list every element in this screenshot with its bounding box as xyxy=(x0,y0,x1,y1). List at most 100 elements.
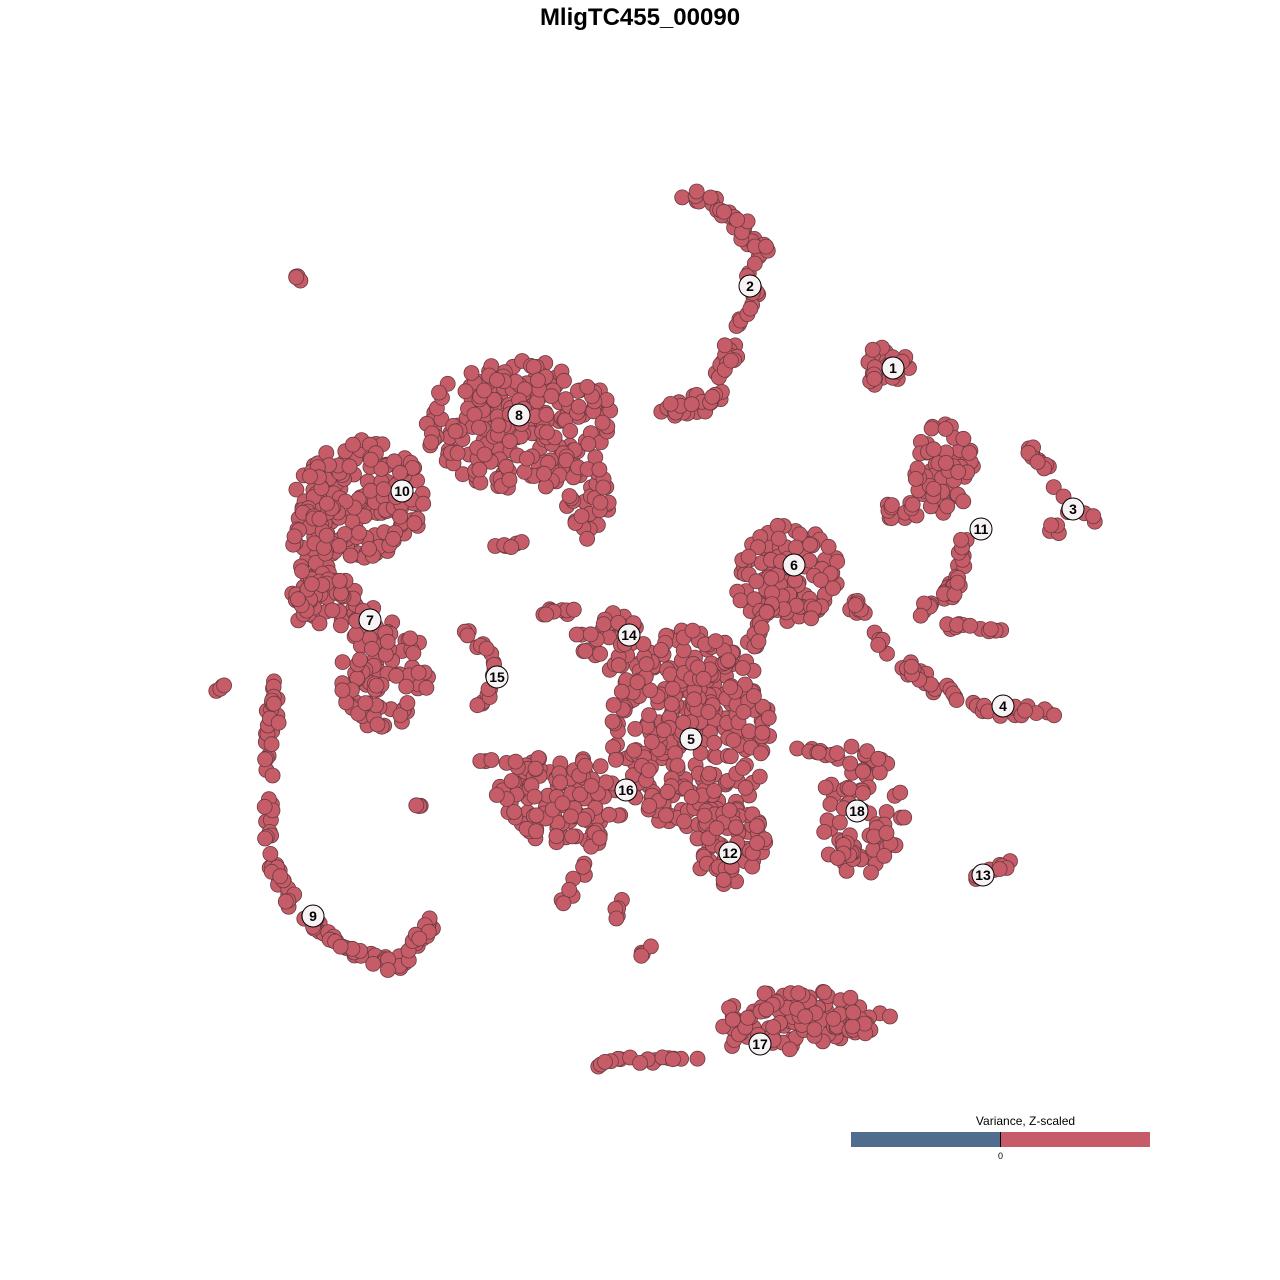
data-point xyxy=(469,697,486,714)
data-point xyxy=(362,482,379,499)
cluster-label-marker xyxy=(969,517,993,541)
data-point xyxy=(855,763,871,780)
data-point xyxy=(760,709,777,726)
data-point xyxy=(423,434,440,451)
data-point xyxy=(568,626,585,643)
data-point xyxy=(955,430,972,447)
data-point xyxy=(319,495,335,512)
data-point xyxy=(961,444,978,461)
data-point xyxy=(262,846,279,862)
data-point xyxy=(332,938,349,955)
data-point xyxy=(570,398,587,415)
cluster-label-16: 16 xyxy=(614,778,638,802)
data-point xyxy=(348,626,364,643)
data-point xyxy=(659,784,676,800)
data-point xyxy=(829,553,846,570)
data-point xyxy=(351,524,368,541)
data-point xyxy=(737,779,754,796)
cluster-label-text: 16 xyxy=(618,782,634,798)
data-point xyxy=(845,1004,862,1021)
data-point xyxy=(528,823,544,840)
cluster-label-17: 17 xyxy=(748,1032,772,1056)
cluster-label-9: 9 xyxy=(301,904,325,928)
data-point xyxy=(938,454,954,471)
cluster-label-marker xyxy=(507,403,531,427)
data-point xyxy=(431,384,447,401)
data-point xyxy=(751,768,768,785)
data-point xyxy=(847,597,864,613)
legend-low-segment xyxy=(851,1132,1001,1147)
data-point xyxy=(332,617,349,634)
data-point xyxy=(641,707,657,724)
data-point xyxy=(688,183,705,200)
cluster-label-marker xyxy=(679,727,703,751)
cluster-label-marker xyxy=(358,608,382,632)
data-point xyxy=(418,679,435,696)
legend-title: Variance, Z-scaled xyxy=(975,1114,1076,1128)
cluster-label-2: 2 xyxy=(738,274,762,298)
data-point xyxy=(576,811,592,828)
data-point xyxy=(749,835,765,851)
data-point xyxy=(613,683,630,700)
data-point xyxy=(410,664,427,681)
cluster-label-marker xyxy=(718,841,742,865)
data-point xyxy=(735,760,751,776)
cluster-label-marker xyxy=(390,479,414,503)
data-point xyxy=(288,481,305,498)
data-point xyxy=(1017,702,1033,719)
data-point xyxy=(594,414,611,431)
data-point xyxy=(653,642,669,658)
data-point xyxy=(552,774,568,791)
data-point xyxy=(721,802,738,819)
data-point xyxy=(912,607,929,624)
legend-colorbar xyxy=(851,1132,1150,1147)
cluster-label-marker xyxy=(881,356,905,380)
data-point xyxy=(629,674,646,691)
cluster-label-3: 3 xyxy=(1061,497,1085,521)
data-point xyxy=(722,748,739,765)
data-point xyxy=(556,372,572,389)
data-point xyxy=(803,610,820,627)
data-point xyxy=(341,458,358,475)
data-point xyxy=(471,461,488,478)
data-point xyxy=(955,493,972,510)
data-point xyxy=(490,417,507,434)
data-point xyxy=(501,433,518,450)
data-point xyxy=(538,406,555,423)
data-point xyxy=(756,985,773,1002)
data-point xyxy=(728,819,744,836)
data-point xyxy=(324,602,341,619)
cluster-label-text: 13 xyxy=(975,867,991,883)
data-point xyxy=(903,658,920,675)
cluster-label-marker xyxy=(614,778,638,802)
data-point xyxy=(641,797,658,814)
data-point xyxy=(638,656,655,673)
cluster-label-marker xyxy=(845,799,869,823)
data-point xyxy=(708,820,725,837)
data-point xyxy=(829,850,846,866)
data-point xyxy=(878,825,895,841)
data-point xyxy=(748,573,765,590)
data-point xyxy=(732,592,749,609)
data-point xyxy=(579,530,595,547)
data-point xyxy=(722,679,739,696)
data-point xyxy=(740,548,757,565)
data-point xyxy=(405,645,422,661)
data-point xyxy=(982,621,999,637)
data-point xyxy=(344,436,361,453)
data-point xyxy=(579,378,596,395)
data-point xyxy=(463,365,480,381)
data-point xyxy=(758,238,774,255)
data-point xyxy=(580,436,597,452)
data-point xyxy=(820,538,837,555)
data-point xyxy=(770,530,787,547)
data-point xyxy=(264,767,281,784)
cluster-label-marker xyxy=(748,1032,772,1056)
data-point xyxy=(476,446,493,463)
data-point xyxy=(530,372,546,389)
data-point xyxy=(822,796,839,813)
data-point xyxy=(844,1018,861,1035)
data-point xyxy=(864,341,881,358)
data-point xyxy=(478,640,495,657)
data-point xyxy=(361,541,377,557)
